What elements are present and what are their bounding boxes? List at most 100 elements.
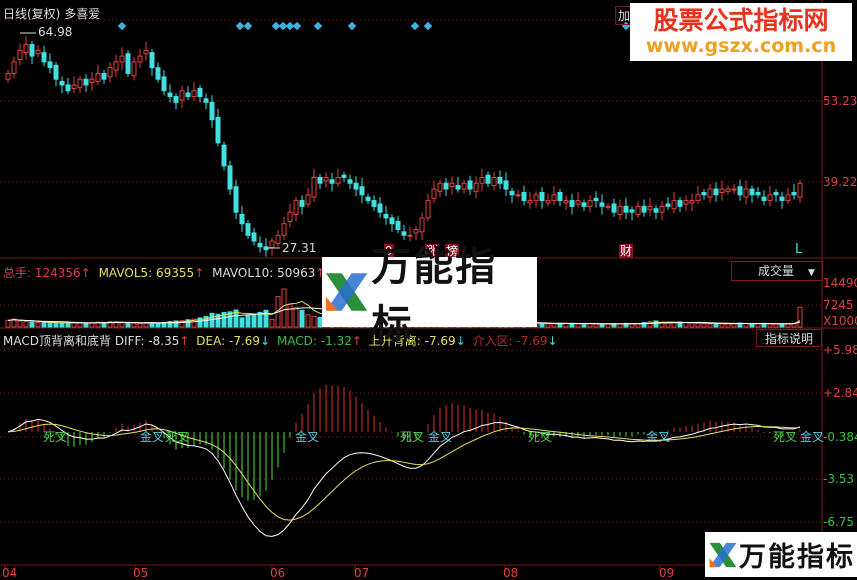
candle (395, 220, 401, 230)
volume-bar (203, 315, 209, 328)
volume-bar (299, 309, 305, 328)
volume-bar (173, 320, 179, 328)
volume-bar (569, 323, 575, 328)
volume-bar (11, 318, 17, 328)
candle (371, 200, 377, 207)
candle (587, 200, 593, 207)
macd-axis-label: -3.53 (823, 472, 855, 486)
volume-bar (107, 321, 113, 328)
candle (539, 192, 545, 202)
candle (23, 44, 29, 54)
x-axis-label: 07 (354, 566, 370, 580)
signal-diamond (235, 21, 245, 31)
event-marker[interactable]: 榜 (445, 244, 460, 258)
volume-bar (539, 323, 545, 328)
candle (629, 209, 635, 213)
event-marker[interactable]: L (795, 242, 803, 257)
logo-icon (325, 273, 368, 311)
chevron-down-icon: ▼ (808, 268, 815, 278)
candle (593, 197, 599, 202)
volume-bar (719, 323, 725, 328)
signal-diamond (243, 21, 253, 31)
candle (239, 213, 245, 225)
candle (605, 205, 611, 208)
candle (431, 188, 437, 199)
indicator-explain-button[interactable]: 指标说明 (756, 329, 822, 347)
candle (695, 194, 701, 202)
event-marker[interactable]: 财 (619, 244, 634, 258)
signal-diamond (347, 21, 357, 31)
candle (389, 217, 395, 225)
candle (641, 205, 647, 213)
candle (119, 55, 125, 63)
candle (665, 203, 671, 207)
volume-bar (545, 323, 551, 328)
candle (77, 78, 83, 88)
volume-bar (119, 322, 125, 328)
candle (569, 200, 575, 207)
volume-bar (197, 317, 203, 328)
logo-watermark: 万能指标 (705, 532, 857, 577)
cross-label: 死叉 (773, 430, 798, 444)
candle (623, 205, 629, 213)
candle (377, 203, 383, 213)
volume-bar (311, 315, 317, 328)
volume-bar (287, 303, 293, 328)
volume-bar (671, 322, 677, 328)
volume-bar (245, 314, 251, 328)
volume-bar (701, 323, 707, 328)
candle (179, 90, 185, 101)
candle (521, 192, 527, 202)
event-marker[interactable]: 9 (384, 244, 394, 258)
volume-bar (581, 323, 587, 328)
cross-label: 死叉 (43, 430, 68, 444)
volume-bar (707, 323, 713, 328)
candle (455, 185, 461, 190)
candle (611, 203, 617, 213)
candle (617, 205, 623, 215)
dea-line (7, 423, 801, 521)
candle (113, 61, 119, 71)
candle (425, 200, 431, 219)
volume-bar (5, 319, 11, 328)
volume-bar (635, 323, 641, 328)
candle (659, 205, 665, 213)
signal-diamond (285, 21, 295, 31)
event-marker[interactable]: 涨 (425, 244, 440, 258)
candle (443, 182, 449, 190)
candle (503, 180, 509, 190)
volume-bar (215, 313, 221, 328)
candle (575, 200, 581, 205)
candle (47, 61, 53, 69)
volume-bar (251, 313, 257, 328)
indicator-dropdown[interactable]: 成交量 ▼ (731, 261, 823, 281)
candle (635, 205, 641, 215)
candle (5, 72, 11, 80)
candle (419, 217, 425, 233)
candle (773, 192, 779, 196)
high-price-label: 64.98 (38, 25, 73, 39)
candle (557, 192, 563, 202)
diff-line (7, 418, 801, 537)
volume-bar (131, 322, 137, 328)
candle (173, 96, 179, 103)
candle (11, 61, 17, 74)
signal-diamond (313, 21, 323, 31)
volume-bar (263, 309, 269, 328)
volume-bar (47, 321, 53, 328)
volume-bar (35, 321, 41, 328)
candle (299, 200, 305, 207)
signal-diamond (292, 21, 302, 31)
candle (59, 81, 65, 86)
candle (125, 53, 131, 74)
candle (407, 234, 413, 237)
signal-diamond (410, 21, 420, 31)
candle (233, 186, 239, 213)
volume-bar (665, 322, 671, 328)
volume-bar (257, 311, 263, 328)
macd-axis-label: -0.384 (823, 430, 857, 444)
candle (401, 231, 407, 236)
logo-watermark: 万能指标 (322, 244, 537, 348)
volume-bar (653, 320, 659, 328)
